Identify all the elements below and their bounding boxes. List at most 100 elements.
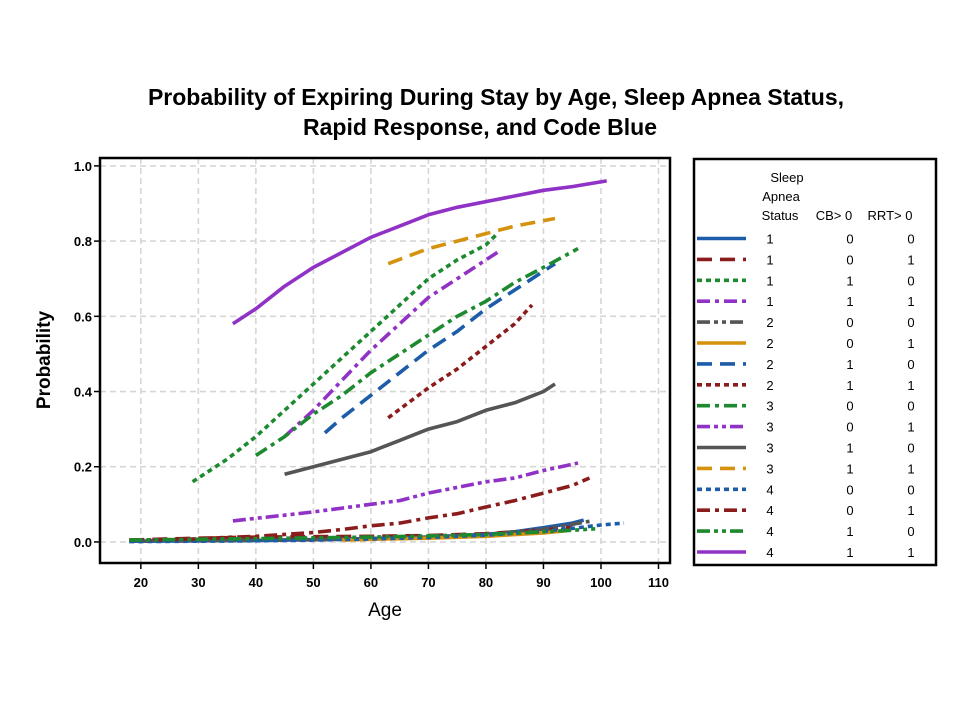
x-tick-label: 20 — [134, 575, 148, 590]
legend-frame — [692, 157, 938, 567]
legend-header-sleep-apnea-status-line-3: Status — [762, 208, 799, 223]
legend-sleep-apnea-status: 2 — [766, 357, 773, 372]
legend-row-1-1-1: 1 1 1 — [697, 294, 915, 309]
legend-rrt: 1 — [907, 420, 914, 435]
x-tick-label: 110 — [648, 575, 669, 590]
legend: Sleep Apnea Status CB> 0 RRT> 0 1 0 01 0 11 1… — [692, 157, 938, 567]
legend-cb: 0 — [846, 252, 853, 267]
y-tick-label: 0.6 — [74, 309, 92, 324]
legend-rrt: 1 — [907, 252, 914, 267]
legend-row-1-0-1: 1 0 1 — [697, 252, 915, 267]
series-line-1-1-0 — [191, 232, 499, 484]
x-tick-label: 30 — [191, 575, 205, 590]
y-tick-label: 0.4 — [74, 385, 93, 400]
x-tick-label: 50 — [306, 575, 320, 590]
legend-sleep-apnea-status: 2 — [766, 378, 773, 393]
x-tick-label: 60 — [364, 575, 378, 590]
legend-rrt: 1 — [907, 294, 914, 309]
legend-cb: 1 — [846, 545, 853, 560]
legend-rrt: 0 — [907, 524, 914, 539]
legend-cb: 1 — [846, 357, 853, 372]
axes: 20 30 40 50 60 70 80 90 100 110 0.0 0.2 0.4 0.6 0.8 1.0 — [74, 159, 669, 590]
legend-cb: 0 — [846, 482, 853, 497]
series-line-4-1-1 — [231, 179, 607, 326]
series-line-2-1-1 — [387, 303, 534, 420]
legend-sleep-apnea-status: 3 — [766, 399, 773, 414]
legend-sleep-apnea-status: 1 — [766, 252, 773, 267]
series-line-3-0-0 — [254, 247, 579, 458]
legend-row-1-0-0: 1 0 0 — [697, 232, 915, 247]
legend-cb: 0 — [846, 420, 853, 435]
legend-sleep-apnea-status: 3 — [766, 441, 773, 456]
x-tick-label: 100 — [590, 575, 612, 590]
series-line-3-1-0 — [284, 382, 556, 477]
plot-frame — [98, 156, 672, 565]
legend-row-3-1-1: 3 1 1 — [697, 461, 915, 476]
legend-row-3-0-1: 3 0 1 — [697, 420, 915, 435]
legend-rrt: 1 — [907, 545, 914, 560]
legend-header-cb: CB> 0 — [816, 208, 853, 223]
legend-rrt: 0 — [907, 315, 914, 330]
series-line-2-0-0 — [140, 519, 590, 543]
legend-row-3-0-0: 3 0 0 — [697, 399, 915, 414]
legend-rrt: 1 — [907, 378, 914, 393]
series-lines — [129, 179, 625, 544]
legend-cb: 0 — [846, 503, 853, 518]
legend-row-2-1-1: 2 1 1 — [697, 378, 915, 393]
legend-row-3-1-0: 3 1 0 — [697, 441, 915, 456]
legend-sleep-apnea-status: 3 — [766, 420, 773, 435]
legend-header-sleep-apnea-status-line-1: Sleep — [770, 170, 803, 185]
chart-title-line-1: Probability of Expiring During Stay by A… — [148, 84, 844, 110]
x-axis-title: Age — [368, 600, 402, 621]
legend-rrt: 0 — [907, 357, 914, 372]
legend-sleep-apnea-status: 2 — [766, 336, 773, 351]
series-line-2-1-0 — [323, 262, 556, 435]
legend-rows: 1 0 01 0 11 1 01 1 12 0 02 0 12 1 02 1 13 0 03 0 13 1 03 1 14 0 04… — [697, 232, 915, 560]
y-tick-label: 0.0 — [74, 535, 92, 550]
legend-sleep-apnea-status: 1 — [766, 232, 773, 247]
legend-header-rrt: RRT> 0 — [868, 208, 913, 223]
legend-sleep-apnea-status: 3 — [766, 461, 773, 476]
x-tick-label: 70 — [421, 575, 435, 590]
legend-header-sleep-apnea-status-line-2: Apnea — [762, 189, 800, 204]
legend-rrt: 1 — [907, 461, 914, 476]
legend-sleep-apnea-status: 4 — [766, 545, 773, 560]
series-line-4-1-0 — [129, 527, 596, 542]
legend-cb: 1 — [846, 294, 853, 309]
y-tick-label: 0.8 — [74, 234, 92, 249]
legend-rrt: 1 — [907, 336, 914, 351]
y-axis-title: Probability — [34, 310, 55, 409]
legend-sleep-apnea-status: 4 — [766, 482, 773, 497]
legend-rrt: 0 — [907, 399, 914, 414]
legend-row-2-1-0: 2 1 0 — [697, 357, 915, 372]
legend-row-4-0-0: 4 0 0 — [697, 482, 915, 497]
legend-row-4-1-1: 4 1 1 — [697, 545, 915, 560]
y-tick-label: 1.0 — [74, 159, 92, 174]
series-line-3-0-1 — [232, 461, 579, 523]
series-line-3-1-1 — [387, 216, 556, 266]
chart-title-line-2: Rapid Response, and Code Blue — [303, 114, 657, 140]
legend-row-1-1-0: 1 1 0 — [697, 273, 915, 288]
legend-cb: 1 — [846, 273, 853, 288]
legend-cb: 1 — [846, 524, 853, 539]
legend-cb: 1 — [846, 378, 853, 393]
legend-cb: 1 — [846, 441, 853, 456]
plot-area — [100, 158, 670, 563]
legend-sleep-apnea-status: 4 — [766, 524, 773, 539]
legend-cb: 0 — [846, 399, 853, 414]
legend-row-4-1-0: 4 1 0 — [697, 524, 915, 539]
legend-rrt: 0 — [907, 232, 914, 247]
series-line-4-0-1 — [129, 476, 591, 542]
legend-sleep-apnea-status: 4 — [766, 503, 773, 518]
legend-row-2-0-1: 2 0 1 — [697, 336, 915, 351]
legend-cb: 0 — [846, 336, 853, 351]
legend-row-4-0-1: 4 0 1 — [697, 503, 915, 518]
legend-sleep-apnea-status: 2 — [766, 315, 773, 330]
legend-sleep-apnea-status: 1 — [766, 273, 773, 288]
legend-row-2-0-0: 2 0 0 — [697, 315, 915, 330]
legend-rrt: 0 — [907, 482, 914, 497]
legend-cb: 0 — [846, 232, 853, 247]
legend-cb: 1 — [846, 461, 853, 476]
y-tick-label: 0.2 — [74, 460, 92, 475]
